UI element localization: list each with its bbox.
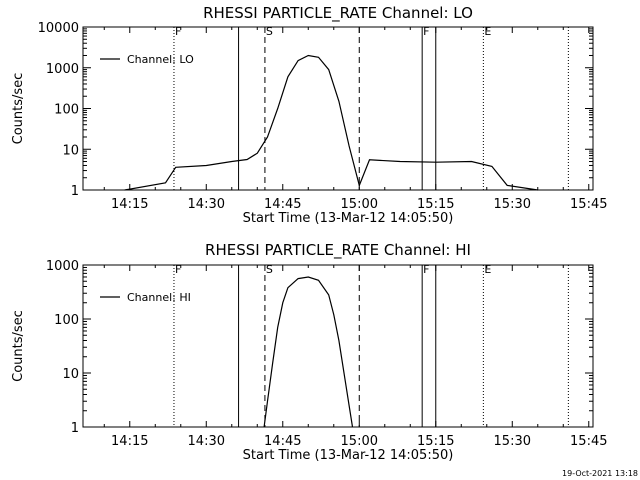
lo-x-tick-label: 14:15 [111,197,148,212]
hi-y-axis-label: Counts/sec [11,310,26,382]
hi-x-tick-label: 15:30 [494,434,531,449]
hi-y-tick-label: 100 [54,313,79,328]
lo-plot-frame [82,26,594,191]
lo-chart-title: RHESSI PARTICLE_RATE Channel: LO [203,4,473,23]
hi-chart-title: RHESSI PARTICLE_RATE Channel: HI [205,241,471,260]
lo-y-tick-label: 10 [62,143,79,158]
hi-plot-frame [82,264,594,428]
lo-y-tick-label: 1 [71,184,79,199]
hi-channel-panel: RHESSI PARTICLE_RATE Channel: HI 14:15 14:… [11,241,608,463]
hi-marker-label: F [423,263,429,276]
hi-y-tick-label: 10 [62,367,79,382]
lo-y-tick-label: 1000 [46,62,79,77]
lo-channel-panel: RHESSI PARTICLE_RATE Channel: LO 14:15 14:… [11,4,608,226]
lo-x-tick-label: 14:45 [264,197,301,212]
lo-y-tick-label: 100 [54,103,79,118]
hi-series-line [263,276,354,428]
lo-x-tick-label: 15:15 [417,197,454,212]
lo-x-axis-label: Start Time (13-Mar-12 14:05:50) [243,211,454,226]
hi-marker-label: F [175,263,181,276]
hi-legend-label: Channel: HI [127,291,191,304]
hi-x-axis-label: Start Time (13-Mar-12 14:05:50) [243,448,454,463]
footer-timestamp: 19-Oct-2021 13:18 [562,469,638,478]
hi-marker-label: E [484,263,491,276]
lo-x-tick-label: 15:00 [341,197,378,212]
hi-x-tick-label: 14:30 [188,434,225,449]
hi-x-tick-label: 15:15 [417,434,454,449]
lo-marker-label: S [266,25,273,38]
lo-legend-label: Channel: LO [127,53,194,66]
hi-marker-label: S [266,263,273,276]
lo-marker-label: F [423,25,429,38]
hi-y-tick-label: 1000 [46,259,79,274]
lo-y-axis-label: Counts/sec [11,73,26,145]
hi-y-tick-label: 1 [71,421,79,436]
lo-marker-label: E [484,25,491,38]
lo-series-line [124,54,538,191]
lo-x-tick-label: 15:30 [494,197,531,212]
lo-y-tick-label: 10000 [38,21,79,36]
hi-x-tick-label: 15:45 [570,434,607,449]
lo-x-tick-label: 14:30 [188,197,225,212]
hi-x-tick-label: 14:15 [111,434,148,449]
lo-x-tick-label: 15:45 [570,197,607,212]
hi-x-tick-label: 14:45 [264,434,301,449]
lo-marker-label: F [175,25,181,38]
hi-x-tick-label: 15:00 [341,434,378,449]
